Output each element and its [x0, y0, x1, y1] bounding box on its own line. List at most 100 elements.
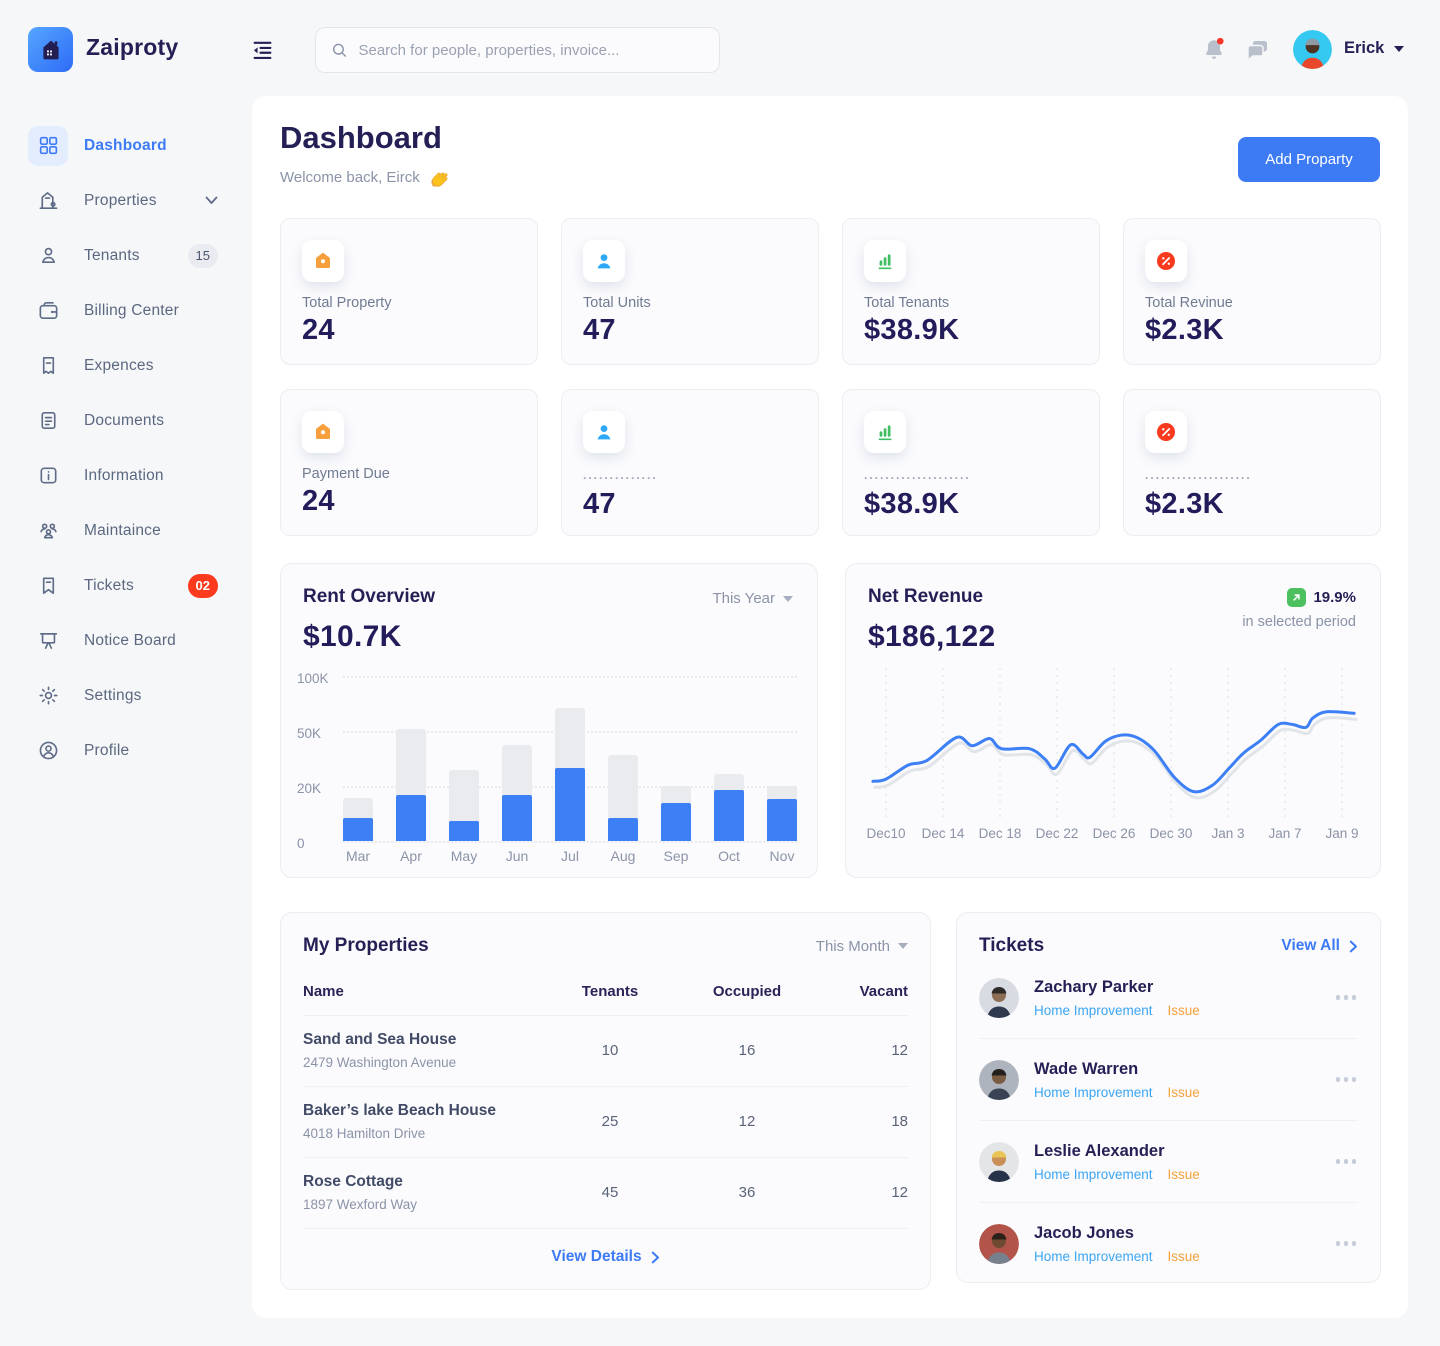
percent-stat-icon: [1145, 411, 1187, 453]
bar-gridline: 0: [297, 836, 797, 851]
x-axis-label: Dec 18: [978, 826, 1022, 841]
table-row-sand-and-sea-house[interactable]: Sand and Sea House 2479 Washington Avenu…: [303, 1016, 908, 1087]
stat-card-total-property: Total Property 24: [280, 218, 538, 365]
table-row-rose-cottage[interactable]: Rose Cottage 1897 Wexford Way 45 36 12: [303, 1158, 908, 1229]
sidebar-item-tenants[interactable]: Tenants 15: [0, 228, 252, 283]
sidebar-item-profile[interactable]: Profile: [0, 723, 252, 778]
global-search: [315, 27, 720, 73]
bar-may: [449, 676, 479, 841]
sidebar-nav: Dashboard Properties Tenants 15 Billing C…: [0, 118, 252, 778]
building-icon: [28, 181, 68, 221]
ticket-info: Jacob Jones Home Improvement Issue: [1034, 1224, 1200, 1264]
more-menu-button[interactable]: [1334, 989, 1359, 1006]
view-all-link[interactable]: View All: [1281, 937, 1358, 955]
sidebar-item-settings[interactable]: Settings: [0, 668, 252, 723]
main-panel: Dashboard Welcome back, Eirck Add Propar…: [252, 96, 1408, 1318]
view-details-link[interactable]: View Details: [303, 1229, 908, 1266]
ticket-name: Wade Warren: [1034, 1059, 1139, 1078]
x-axis-label: Jun: [505, 848, 529, 864]
sidebar-item-maintaince[interactable]: Maintaince: [0, 503, 252, 558]
growth-note: in selected period: [1242, 614, 1356, 630]
gear-icon: [28, 676, 68, 716]
net-revenue-value: $186,122: [868, 620, 996, 653]
stat-value: 24: [302, 485, 335, 517]
x-axis-label: Dec 30: [1149, 826, 1193, 841]
table-header: Name Tenants Occupied Vacant: [303, 983, 908, 1016]
home-stat-icon: [302, 240, 344, 282]
tenants-badge: 15: [187, 243, 218, 268]
revenue-line: [871, 710, 1356, 794]
more-menu-button[interactable]: [1334, 1153, 1359, 1170]
user-avatar[interactable]: [1293, 30, 1332, 69]
column-vacant: Vacant: [859, 983, 908, 1000]
x-axis-label: Jan 3: [1211, 826, 1245, 841]
property-cell: Sand and Sea House 2479 Washington Avenu…: [303, 1031, 558, 1070]
ticket-row-jacob-jones[interactable]: Jacob Jones Home Improvement Issue: [979, 1203, 1358, 1284]
ticket-tags: Home Improvement Issue: [1034, 1167, 1200, 1182]
bookmark-icon: [28, 566, 68, 606]
search-icon: [333, 43, 347, 57]
property-address: 2479 Washington Avenue: [303, 1055, 457, 1070]
search-input[interactable]: [358, 41, 705, 59]
sidebar-item-tickets[interactable]: Tickets 02: [0, 558, 252, 613]
document-icon: [28, 401, 68, 441]
more-menu-button[interactable]: [1334, 1071, 1359, 1088]
sidebar-item-label: Maintaince: [84, 521, 161, 539]
rent-period-dropdown[interactable]: This Year: [712, 590, 793, 607]
bar-collected-segment: [396, 794, 426, 841]
view-details-label: View Details: [551, 1248, 642, 1265]
bar-collected-segment: [502, 794, 532, 841]
add-property-button[interactable]: Add Proparty: [1238, 137, 1380, 182]
growth-badge: 19.9%: [1287, 588, 1356, 607]
sidebar-item-expences[interactable]: Expences: [0, 338, 252, 393]
x-axis-label: Nov: [769, 848, 795, 864]
stat-label: Total Revinue: [1145, 295, 1233, 311]
user-menu-caret-icon[interactable]: [1394, 46, 1404, 52]
properties-period-dropdown[interactable]: This Month: [816, 938, 908, 955]
stats-grid: Total Property 24 Total Units 47 Total T…: [280, 218, 1381, 536]
column-name: Name: [303, 983, 344, 1000]
board-icon: [28, 621, 68, 661]
ticket-row-wade-warren[interactable]: Wade Warren Home Improvement Issue: [979, 1039, 1358, 1121]
bar-mar: [343, 676, 373, 841]
stat-value: $2.3K: [1145, 488, 1224, 520]
stat-label: Total Property: [302, 295, 392, 311]
ticket-row-leslie-alexander[interactable]: Leslie Alexander Home Improvement Issue: [979, 1121, 1358, 1203]
vacant-value: 18: [891, 1113, 908, 1130]
sidebar-item-label: Information: [84, 466, 164, 484]
page-title: Dashboard: [280, 120, 442, 155]
net-revenue-card: Net Revenue 19.9% in selected period $18…: [845, 563, 1381, 878]
sidebar-item-documents[interactable]: Documents: [0, 393, 252, 448]
tickets-title: Tickets: [979, 935, 1045, 956]
sidebar-item-properties[interactable]: Properties: [0, 173, 252, 228]
messages-button[interactable]: [1244, 38, 1270, 62]
stat-value: $38.9K: [864, 488, 960, 520]
notifications-button[interactable]: [1201, 36, 1227, 64]
more-menu-button[interactable]: [1334, 1235, 1359, 1252]
ticket-issue-tag: Issue: [1167, 1084, 1200, 1100]
sidebar-item-dashboard[interactable]: Dashboard: [0, 118, 252, 173]
occupied-value: 16: [738, 1042, 756, 1059]
ticket-tags: Home Improvement Issue: [1034, 1085, 1200, 1100]
table-row-baker-s-lake-beach-house[interactable]: Baker’s lake Beach House 4018 Hamilton D…: [303, 1087, 908, 1158]
brand-logo[interactable]: [28, 27, 73, 72]
ticket-category: Home Improvement: [1034, 1166, 1153, 1182]
x-axis-label: Jan 7: [1268, 826, 1302, 841]
line-shadow: [873, 716, 1358, 800]
x-axis-label: Jul: [561, 848, 579, 864]
x-axis-label: Mar: [345, 848, 371, 864]
ticket-row-zachary-parker[interactable]: Zachary Parker Home Improvement Issue: [979, 957, 1358, 1039]
ticket-list: Zachary Parker Home Improvement Issue Wa…: [979, 957, 1358, 1284]
sidebar-collapse-button[interactable]: [249, 37, 276, 64]
my-properties-card: My Properties This Month Name Tenants Oc…: [280, 912, 931, 1290]
bar-aug: [608, 676, 638, 841]
stat-card-total-tenants: Total Tenants $38.9K: [842, 218, 1100, 365]
user-menu[interactable]: Erick: [1344, 39, 1385, 57]
sidebar-item-notice-board[interactable]: Notice Board: [0, 613, 252, 668]
sidebar-item-information[interactable]: Information: [0, 448, 252, 503]
stat-label: ....................: [864, 468, 971, 482]
chevron-right-icon: [1349, 940, 1357, 952]
sidebar-item-billing-center[interactable]: Billing Center: [0, 283, 252, 338]
property-address: 1897 Wexford Way: [303, 1197, 418, 1212]
percent-stat-icon: [1145, 240, 1187, 282]
